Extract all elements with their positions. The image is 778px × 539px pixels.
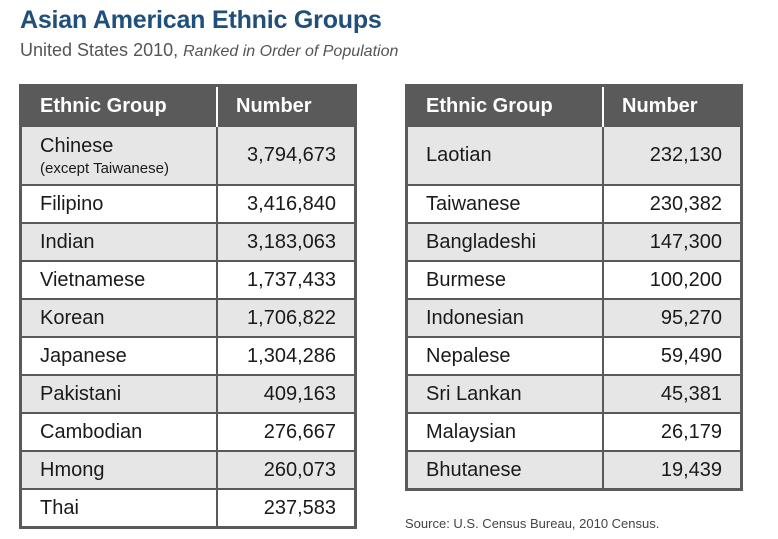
population-number-cell: 232,130 <box>602 125 742 185</box>
table-row: Vietnamese 1,737,433 <box>20 260 356 299</box>
column-header-ethnic-group: Ethnic Group <box>406 85 603 126</box>
ethnic-group-name: Bangladeshi <box>426 230 537 253</box>
ethnic-group-name: Filipino <box>40 192 104 215</box>
population-number-cell: 230,382 <box>602 184 742 223</box>
left-table: Ethnic Group Number Chinese (except Taiwa… <box>19 84 357 529</box>
ethnic-group-name: Nepalese <box>426 344 511 367</box>
ethnic-group-cell: Malaysian <box>406 412 603 451</box>
ethnic-group-cell: Burmese <box>406 260 603 299</box>
ethnic-group-cell: Thai <box>20 488 217 528</box>
ethnic-group-cell: Laotian <box>406 125 603 185</box>
ethnic-group-name: Pakistani <box>40 382 122 405</box>
table-row: Indonesian 95,270 <box>406 298 742 337</box>
ethnic-group-cell: Taiwanese <box>406 184 603 223</box>
ethnic-group-cell: Nepalese <box>406 336 603 375</box>
table-row: Chinese (except Taiwanese) 3,794,673 <box>20 125 356 185</box>
ethnic-group-name: Vietnamese <box>40 268 146 291</box>
population-number-cell: 59,490 <box>602 336 742 375</box>
table-row: Sri Lankan 45,381 <box>406 374 742 413</box>
population-number-cell: 1,304,286 <box>216 336 356 375</box>
table-row: Korean 1,706,822 <box>20 298 356 337</box>
column-header-ethnic-group: Ethnic Group <box>20 85 217 126</box>
table-row: Thai 237,583 <box>20 488 356 528</box>
page-subtitle: United States 2010, Ranked in Order of P… <box>20 40 398 61</box>
right-table: Ethnic Group Number Laotian 232,130 Taiwan… <box>405 84 743 491</box>
population-number-cell: 100,200 <box>602 260 742 299</box>
population-number-cell: 276,667 <box>216 412 356 451</box>
ethnic-group-name: Japanese <box>40 344 127 367</box>
population-number-cell: 26,179 <box>602 412 742 451</box>
population-number-cell: 1,706,822 <box>216 298 356 337</box>
ethnic-group-cell: Cambodian <box>20 412 217 451</box>
population-number-cell: 147,300 <box>602 222 742 261</box>
population-number-cell: 409,163 <box>216 374 356 413</box>
ethnic-group-cell: Chinese (except Taiwanese) <box>20 125 217 185</box>
population-number-cell: 3,183,063 <box>216 222 356 261</box>
ethnic-group-name: Korean <box>40 306 105 329</box>
ethnic-group-cell: Indonesian <box>406 298 603 337</box>
column-header-number: Number <box>602 85 742 126</box>
ethnic-group-cell: Filipino <box>20 184 217 223</box>
column-header-number: Number <box>216 85 356 126</box>
table-row: Laotian 232,130 <box>406 125 742 185</box>
table-row: Burmese 100,200 <box>406 260 742 299</box>
ethnic-group-name: Bhutanese <box>426 458 522 481</box>
table-header-row: Ethnic Group Number <box>406 85 742 126</box>
table-row: Pakistani 409,163 <box>20 374 356 413</box>
table-row: Bhutanese 19,439 <box>406 450 742 490</box>
population-number-cell: 45,381 <box>602 374 742 413</box>
table-row: Indian 3,183,063 <box>20 222 356 261</box>
table-row: Nepalese 59,490 <box>406 336 742 375</box>
ethnic-group-cell: Indian <box>20 222 217 261</box>
ethnic-group-note: (except Taiwanese) <box>40 159 169 177</box>
ethnic-group-cell: Bhutanese <box>406 450 603 490</box>
population-number-cell: 3,416,840 <box>216 184 356 223</box>
table-row: Hmong 260,073 <box>20 450 356 489</box>
table-row: Bangladeshi 147,300 <box>406 222 742 261</box>
table-header-row: Ethnic Group Number <box>20 85 356 126</box>
ethnic-group-cell: Sri Lankan <box>406 374 603 413</box>
ethnic-group-cell: Japanese <box>20 336 217 375</box>
table-row: Taiwanese 230,382 <box>406 184 742 223</box>
table-row: Malaysian 26,179 <box>406 412 742 451</box>
ethnic-group-name: Laotian <box>426 144 492 166</box>
ethnic-group-name: Burmese <box>426 268 507 291</box>
ethnic-group-name: Indian <box>40 230 95 253</box>
ethnic-group-name: Malaysian <box>426 420 517 443</box>
population-number-cell: 95,270 <box>602 298 742 337</box>
ethnic-group-name: Sri Lankan <box>426 382 522 405</box>
ethnic-group-cell: Bangladeshi <box>406 222 603 261</box>
population-number-cell: 3,794,673 <box>216 125 356 185</box>
table-row: Filipino 3,416,840 <box>20 184 356 223</box>
ethnic-group-cell: Vietnamese <box>20 260 217 299</box>
population-number-cell: 260,073 <box>216 450 356 489</box>
ethnic-group-cell: Pakistani <box>20 374 217 413</box>
ethnic-group-name: Indonesian <box>426 306 524 329</box>
population-number-cell: 19,439 <box>602 450 742 490</box>
population-number-cell: 237,583 <box>216 488 356 528</box>
table-row: Cambodian 276,667 <box>20 412 356 451</box>
source-note: Source: U.S. Census Bureau, 2010 Census. <box>405 516 660 531</box>
ethnic-group-name: Cambodian <box>40 420 143 443</box>
population-number-cell: 1,737,433 <box>216 260 356 299</box>
ethnic-group-cell: Korean <box>20 298 217 337</box>
table-row: Japanese 1,304,286 <box>20 336 356 375</box>
ethnic-group-name: Thai <box>40 496 79 519</box>
ethnic-group-cell: Hmong <box>20 450 217 489</box>
subtitle-italic: Ranked in Order of Population <box>183 43 399 60</box>
ethnic-group-name: Hmong <box>40 458 105 481</box>
ethnic-group-name: Taiwanese <box>426 192 521 215</box>
subtitle-main: United States 2010, <box>20 40 179 60</box>
ethnic-group-name: Chinese <box>40 134 114 157</box>
page-title: Asian American Ethnic Groups <box>20 6 382 34</box>
